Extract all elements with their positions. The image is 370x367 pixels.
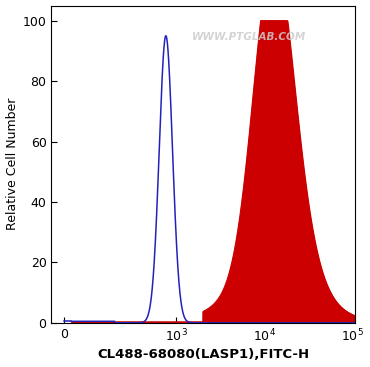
X-axis label: CL488-68080(LASP1),FITC-H: CL488-68080(LASP1),FITC-H: [97, 348, 309, 361]
Y-axis label: Relative Cell Number: Relative Cell Number: [6, 98, 18, 230]
Text: WWW.PTGLAB.COM: WWW.PTGLAB.COM: [192, 32, 306, 42]
